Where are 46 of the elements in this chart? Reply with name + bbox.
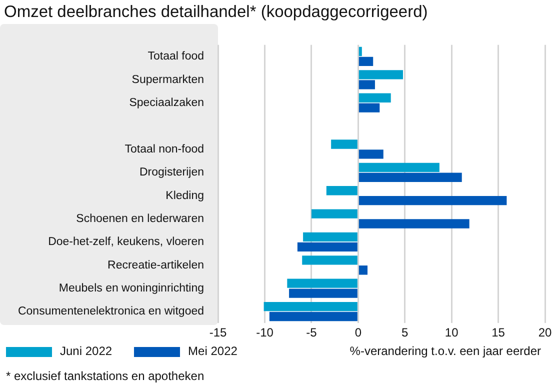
- bar: [358, 70, 404, 80]
- y-tick-label: Supermarkten: [132, 74, 204, 86]
- bar: [358, 80, 375, 90]
- legend-label: Mei 2022: [188, 344, 238, 358]
- bar: [358, 196, 507, 206]
- y-tick-label: Consumentenelektronica en witgoed: [18, 306, 204, 318]
- bar: [287, 278, 358, 288]
- y-tick-label: Kleding: [166, 190, 204, 202]
- y-tick-label: Schoenen en lederwaren: [76, 212, 204, 225]
- x-tick-label: 0: [354, 326, 362, 340]
- bar: [358, 266, 368, 275]
- bar: [358, 150, 384, 159]
- y-tick-label: Doe-het-zelf, keukens, vloeren: [48, 236, 204, 248]
- bar: [358, 46, 362, 56]
- x-tick-label: 10: [444, 326, 459, 340]
- y-tick-label: Totaal non-food: [124, 143, 204, 156]
- bar: [303, 232, 358, 242]
- chart-title: Omzet deelbranches detailhandel* (koopdaggecorrigeerd): [4, 3, 428, 22]
- y-tick-label: Totaal food: [148, 50, 204, 63]
- bar: [358, 162, 440, 172]
- y-tick-label: Speciaalzaken: [129, 97, 204, 110]
- x-tick-label: 15: [492, 326, 506, 340]
- bar: [297, 242, 358, 252]
- bar: [289, 288, 358, 298]
- bar: [358, 103, 380, 112]
- x-axis-title: %-verandering t.o.v. een jaar eerder: [350, 344, 542, 358]
- legend-label: Juni 2022: [60, 344, 112, 358]
- bar: [326, 186, 358, 196]
- bar: [358, 172, 462, 182]
- x-tick-label: 5: [402, 326, 409, 340]
- y-tick-label: Drogisterijen: [139, 166, 204, 179]
- x-tick-label: -10: [256, 326, 274, 340]
- x-tick-label: 20: [538, 326, 552, 340]
- bar: [331, 140, 358, 149]
- text: * exclusief tankstations en apotheken: [6, 369, 204, 383]
- bar: [264, 302, 358, 312]
- y-tick-label: Meubels en woninginrichting: [58, 282, 204, 294]
- bar: [269, 312, 358, 322]
- bar: [358, 56, 374, 66]
- bar: [358, 219, 470, 228]
- x-tick-label: -5: [306, 326, 318, 340]
- bar: [311, 209, 358, 218]
- bar: [302, 256, 358, 265]
- bar: [358, 93, 391, 102]
- y-tick-label: Recreatie-artikelen: [108, 259, 204, 272]
- x-tick-label: -15: [209, 326, 228, 340]
